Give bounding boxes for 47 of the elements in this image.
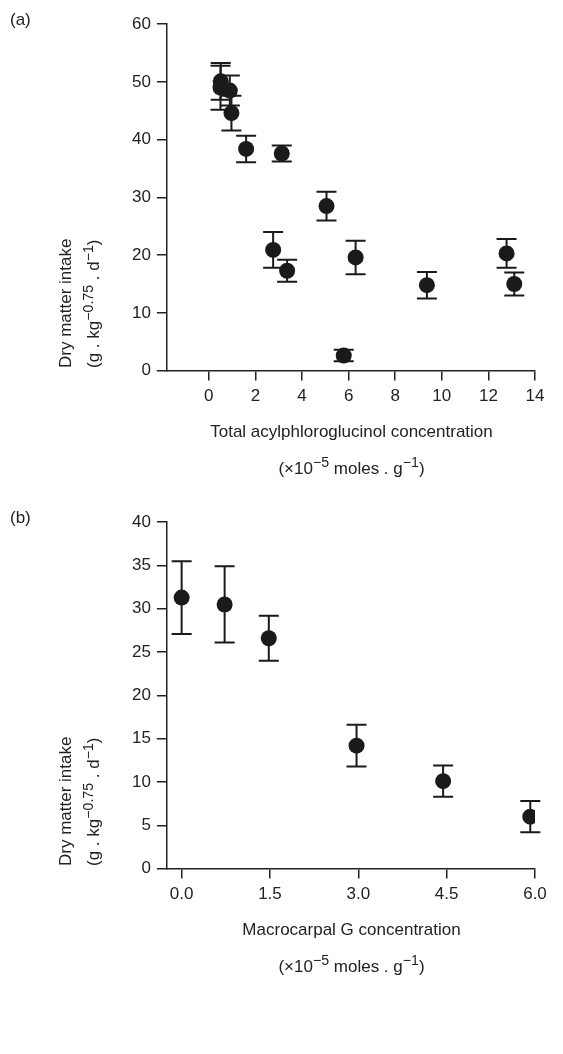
x-tick-label: 4.5	[434, 884, 459, 904]
x-axis-title: Total acylphloroglucinol concentration (×10$^{−5}$ moles . g$^{−1}$)	[210, 421, 493, 480]
point	[506, 276, 523, 292]
y-tick-label: 20	[131, 244, 151, 264]
text: (b)	[10, 507, 31, 528]
y-tick-label: 50	[131, 71, 151, 91]
x-tick-label: 0.0	[169, 884, 194, 904]
x-tick-label: 3.0	[346, 884, 371, 904]
y-tick-label: 60	[131, 13, 151, 33]
point	[318, 198, 335, 215]
y-tick-label: 40	[131, 511, 151, 531]
point	[223, 105, 240, 122]
point	[435, 772, 452, 789]
x-tick-label: 12	[478, 386, 498, 406]
y-tick-label: 30	[131, 598, 151, 618]
x-tick-label: 14	[525, 386, 545, 406]
x-tick-label: 0	[204, 386, 214, 406]
y-tick-label: 0	[141, 360, 151, 380]
y-tick-label: 10	[131, 771, 151, 791]
y-tick-label: 35	[131, 554, 151, 574]
point	[173, 589, 190, 606]
point	[347, 249, 364, 266]
point	[265, 241, 282, 258]
y-tick-label: 5	[141, 814, 151, 834]
x-tick-label: 2	[250, 386, 261, 406]
x-tick-label: 4	[297, 386, 307, 406]
y-tick-label: 40	[131, 129, 151, 149]
y-tick-label: 25	[131, 641, 151, 661]
point	[221, 82, 238, 99]
y-tick-label: 10	[131, 302, 151, 322]
point	[418, 277, 435, 294]
point	[238, 140, 255, 157]
y-tick-label: 0	[141, 857, 151, 877]
x-tick-label: 6.0	[523, 884, 547, 904]
point	[216, 596, 233, 613]
x-tick-label: 1.5	[258, 884, 282, 904]
x-axis-title: Macrocarpal G concentration (×10$^{−5}$ moles . g$^{−1}$)	[242, 918, 461, 978]
y-tick-label: 30	[131, 187, 151, 207]
x-tick-label: 8	[390, 386, 400, 406]
x-tick-label: 10	[432, 386, 452, 406]
point	[348, 737, 365, 754]
y-tick-label: 15	[131, 728, 151, 748]
point	[260, 629, 277, 646]
y-tick-label: 20	[131, 684, 151, 704]
point	[498, 245, 515, 262]
text: (a)	[10, 10, 31, 30]
x-tick-label: 6	[343, 386, 354, 406]
